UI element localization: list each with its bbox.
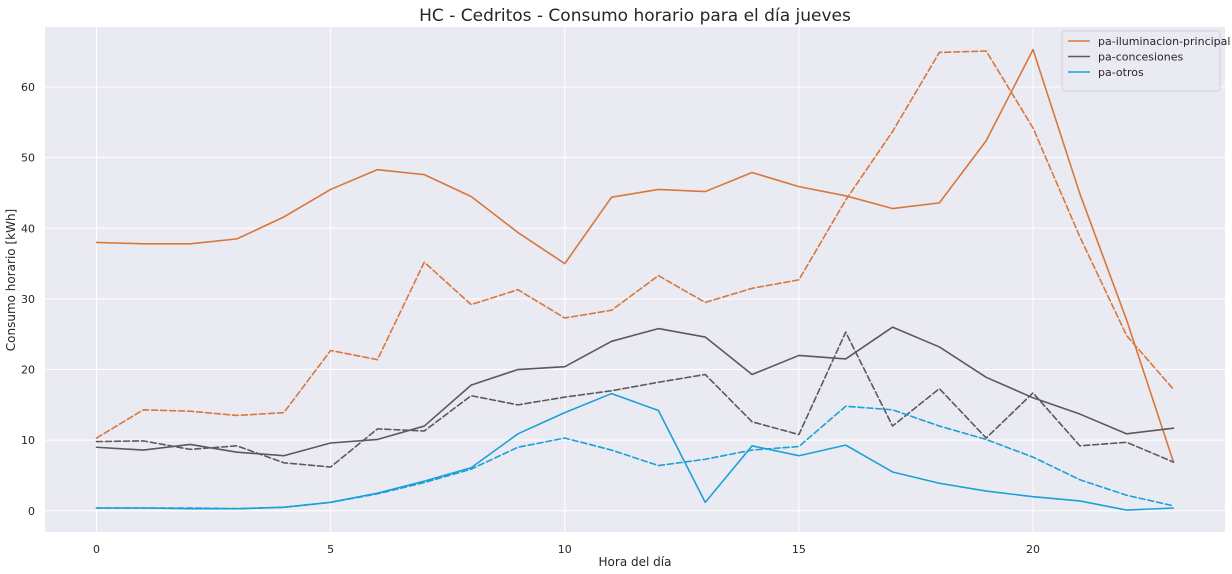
series-line-2 — [95, 326, 1175, 457]
x-axis-label: Hora del día — [599, 555, 672, 569]
x-tick-label: 5 — [327, 543, 334, 556]
legend: pa-iluminacion-principal pa-concesiones pa… — [1061, 30, 1230, 92]
series-line-3 — [95, 331, 1175, 468]
y-tick-label: 10 — [21, 434, 35, 447]
y-tick-label: 50 — [21, 152, 35, 165]
series-line-0 — [95, 48, 1175, 463]
x-tick-label: 0 — [93, 543, 100, 556]
y-axis-label: Consumo horario [kWh] — [4, 209, 18, 351]
series-lines — [95, 48, 1175, 511]
legend-label: pa-concesiones — [1098, 51, 1184, 64]
x-tick-label: 10 — [558, 543, 572, 556]
legend-label: pa-otros — [1098, 66, 1144, 79]
grid — [45, 27, 1225, 532]
legend-box — [1061, 30, 1221, 92]
x-tick-label: 15 — [792, 543, 806, 556]
y-tick-label: 40 — [21, 222, 35, 235]
legend-label: pa-iluminacion-principal — [1098, 35, 1230, 48]
x-tick-label: 20 — [1026, 543, 1040, 556]
plot-background — [45, 27, 1225, 532]
series-line-5 — [95, 405, 1175, 510]
y-tick-label: 20 — [21, 364, 35, 377]
y-tick-label: 30 — [21, 293, 35, 306]
y-tick-label: 0 — [28, 505, 35, 518]
series-line-1 — [95, 50, 1175, 439]
chart-title: HC - Cedritos - Consumo horario para el … — [419, 6, 851, 26]
y-tick-label: 60 — [21, 81, 35, 94]
tick-labels: 0 10 20 30 40 50 60 0 5 10 15 20 — [21, 81, 1040, 556]
